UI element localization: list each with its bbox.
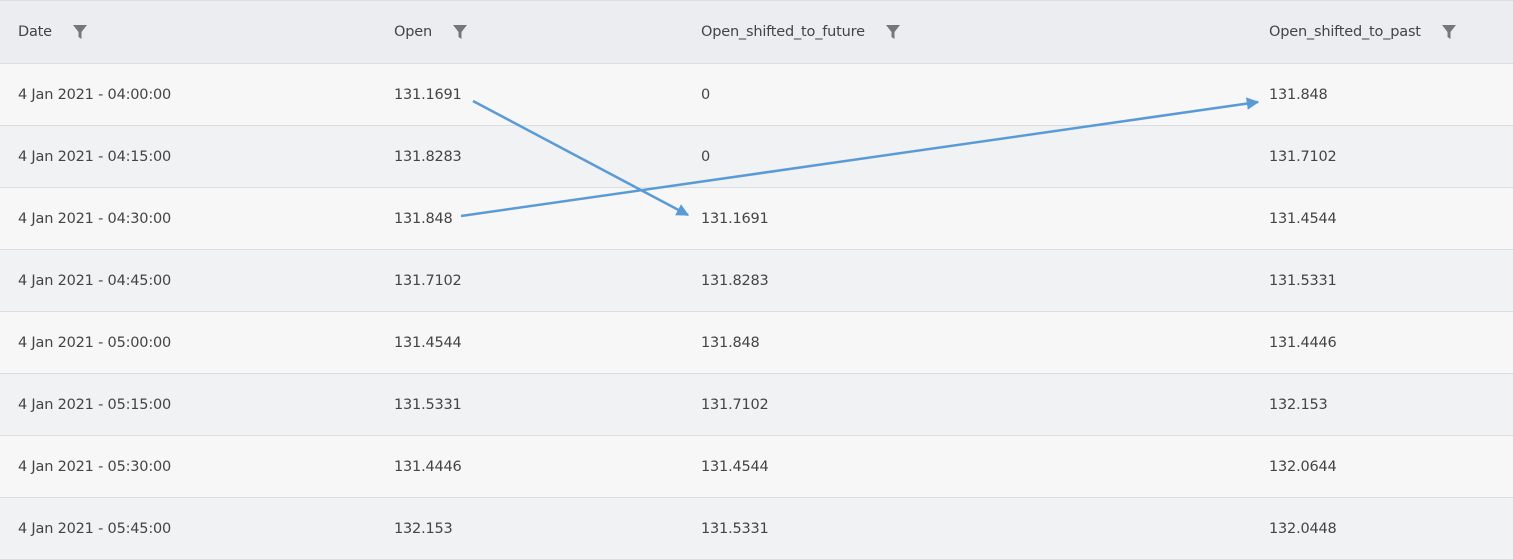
table-cell: 4 Jan 2021 - 05:15:00 (18, 396, 172, 413)
table-row: 4 Jan 2021 - 05:15:00 131.5331 131.7102 132… (0, 374, 1513, 436)
table-cell: 131.7102 (701, 396, 769, 413)
table-cell: 4 Jan 2021 - 04:45:00 (18, 272, 172, 289)
filter-icon[interactable] (452, 24, 468, 40)
table-cell: 0 (701, 148, 711, 165)
header-cell: Open_shifted_to_future (701, 1, 901, 63)
table-row: 4 Jan 2021 - 04:45:00 131.7102 131.8283 131… (0, 250, 1513, 312)
table-cell: 4 Jan 2021 - 04:15:00 (18, 148, 172, 165)
table-row: 4 Jan 2021 - 05:00:00 131.4544 131.848 131.… (0, 312, 1513, 374)
table-cell: 4 Jan 2021 - 05:00:00 (18, 334, 172, 351)
table-cell: 131.4446 (1269, 334, 1337, 351)
column-title: Date (18, 24, 52, 40)
table-cell: 4 Jan 2021 - 05:45:00 (18, 520, 172, 537)
table-cell: 131.5331 (701, 520, 769, 537)
table-cell: 131.4544 (394, 334, 462, 351)
table-row: 4 Jan 2021 - 04:00:00 131.1691 0 131.848 (0, 64, 1513, 126)
filter-icon[interactable] (885, 24, 901, 40)
table-cell: 131.4544 (1269, 210, 1337, 227)
table-cell: 131.8283 (701, 272, 769, 289)
filter-icon[interactable] (1441, 24, 1457, 40)
filter-icon[interactable] (72, 24, 88, 40)
table-cell: 132.153 (1269, 396, 1328, 413)
table-cell: 131.5331 (394, 396, 462, 413)
table-cell: 131.4544 (701, 458, 769, 475)
table-cell: 131.848 (1269, 86, 1328, 103)
column-title: Open_shifted_to_past (1269, 24, 1421, 40)
table-row: 4 Jan 2021 - 04:30:00 131.848 131.1691 131.… (0, 188, 1513, 250)
table-cell: 131.848 (394, 210, 453, 227)
column-title: Open_shifted_to_future (701, 24, 865, 40)
table-cell: 132.0448 (1269, 520, 1337, 537)
header-row: Date Open Open_shifted_to_future Open_shift… (0, 0, 1513, 64)
table-row: 4 Jan 2021 - 05:30:00 131.4446 131.4544 132… (0, 436, 1513, 498)
table-cell: 4 Jan 2021 - 05:30:00 (18, 458, 172, 475)
table-cell: 131.5331 (1269, 272, 1337, 289)
table-cell: 131.1691 (701, 210, 769, 227)
table-row: 4 Jan 2021 - 05:45:00 132.153 131.5331 132.… (0, 498, 1513, 560)
column-title: Open (394, 24, 432, 40)
table-cell: 4 Jan 2021 - 04:00:00 (18, 86, 172, 103)
header-cell: Open_shifted_to_past (1269, 1, 1457, 63)
table-cell: 131.7102 (1269, 148, 1337, 165)
table-cell: 0 (701, 86, 711, 103)
table-cell: 131.4446 (394, 458, 462, 475)
table-cell: 132.0644 (1269, 458, 1337, 475)
table-cell: 132.153 (394, 520, 453, 537)
header-cell: Date (18, 1, 88, 63)
table-cell: 131.848 (701, 334, 760, 351)
table-cell: 131.7102 (394, 272, 462, 289)
header-cell: Open (394, 1, 468, 63)
table-cell: 131.1691 (394, 86, 462, 103)
table-cell: 131.8283 (394, 148, 462, 165)
table-cell: 4 Jan 2021 - 04:30:00 (18, 210, 172, 227)
table-row: 4 Jan 2021 - 04:15:00 131.8283 0 131.7102 (0, 126, 1513, 188)
